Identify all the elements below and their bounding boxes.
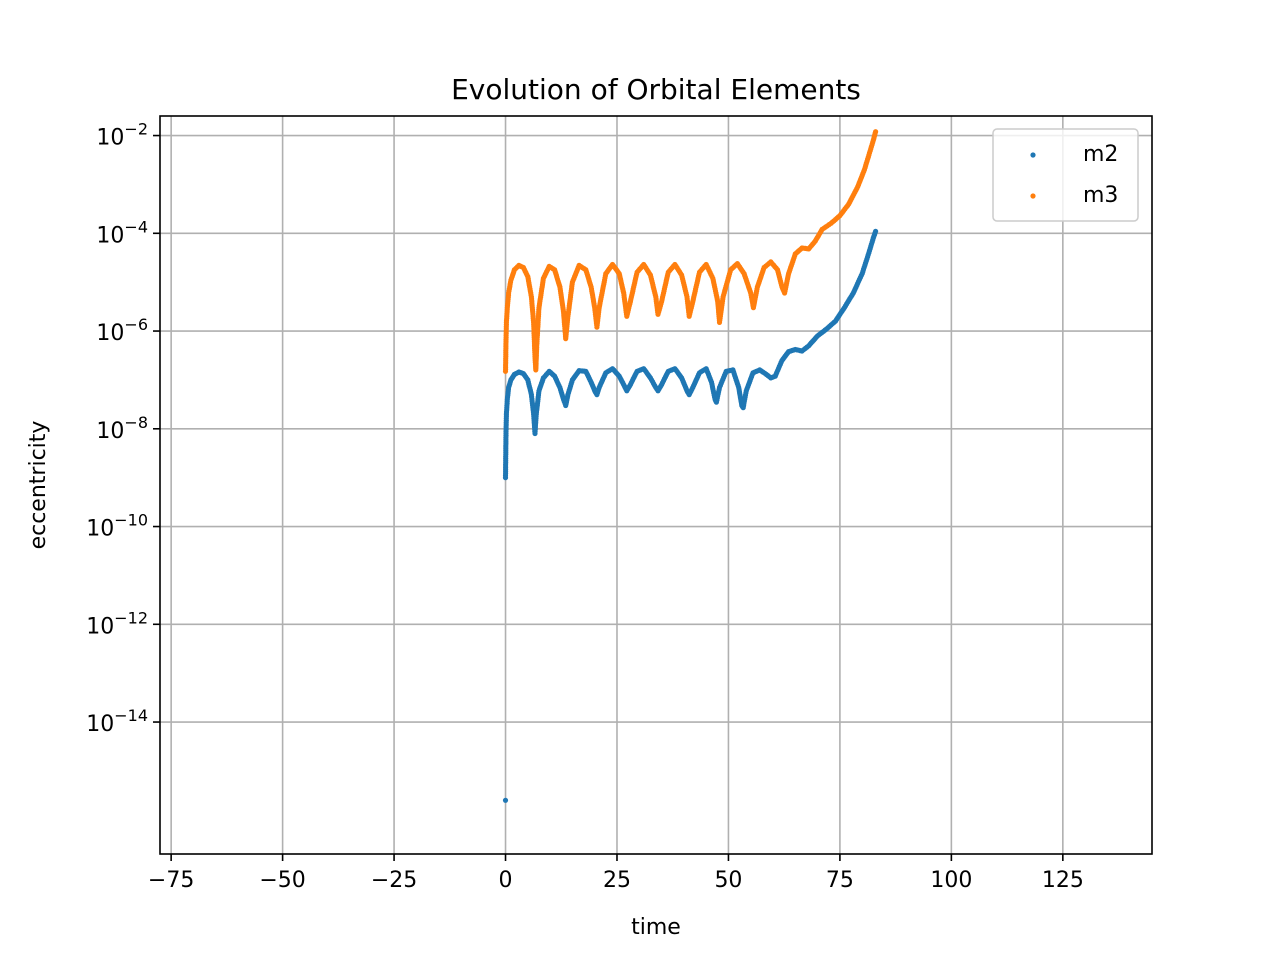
data-point-m3: [873, 129, 879, 135]
data-point-m2: [873, 228, 879, 234]
x-tick-label: −75: [148, 868, 194, 893]
x-tick-label: 125: [1042, 868, 1084, 893]
legend: m2 m3: [992, 128, 1139, 222]
y-axis-ticks: 10−2 10−4 10−6 10−8 10−10 10−12 10−14: [86, 120, 160, 737]
legend-label-m2: m2: [1083, 142, 1118, 167]
y-axis-title: eccentricity: [26, 421, 51, 550]
x-tick-label: 0: [499, 868, 513, 893]
series-m2-points: [502, 228, 879, 803]
legend-label-m3: m3: [1083, 183, 1118, 208]
y-tick-label: 10−14: [86, 706, 148, 737]
x-tick-label: −25: [371, 868, 417, 893]
series-m3-points: [502, 129, 879, 374]
y-tick-label: 10−8: [96, 413, 148, 444]
chart-title: Evolution of Orbital Elements: [451, 73, 861, 106]
data-point-m2-outlier: [502, 797, 509, 803]
x-tick-label: 25: [603, 868, 631, 893]
x-tick-label: −50: [259, 868, 305, 893]
x-axis-ticks: −75 −50 −25 0 25 50 75 100 125: [148, 854, 1084, 893]
plot-frame: [159, 115, 1153, 855]
legend-marker-m3: [1030, 193, 1036, 199]
x-tick-label: 75: [826, 868, 854, 893]
legend-marker-m2: [1030, 152, 1036, 158]
y-tick-label: 10−6: [96, 315, 148, 346]
grid-lines: [160, 116, 1152, 854]
y-tick-label: 10−12: [86, 608, 148, 639]
y-tick-label: 10−4: [96, 217, 148, 248]
x-tick-label: 50: [714, 868, 742, 893]
legend-box: [992, 128, 1139, 222]
y-tick-label: 10−10: [86, 511, 148, 542]
x-axis-title: time: [631, 915, 681, 940]
y-tick-label: 10−2: [96, 120, 148, 151]
x-tick-label: 100: [930, 868, 972, 893]
